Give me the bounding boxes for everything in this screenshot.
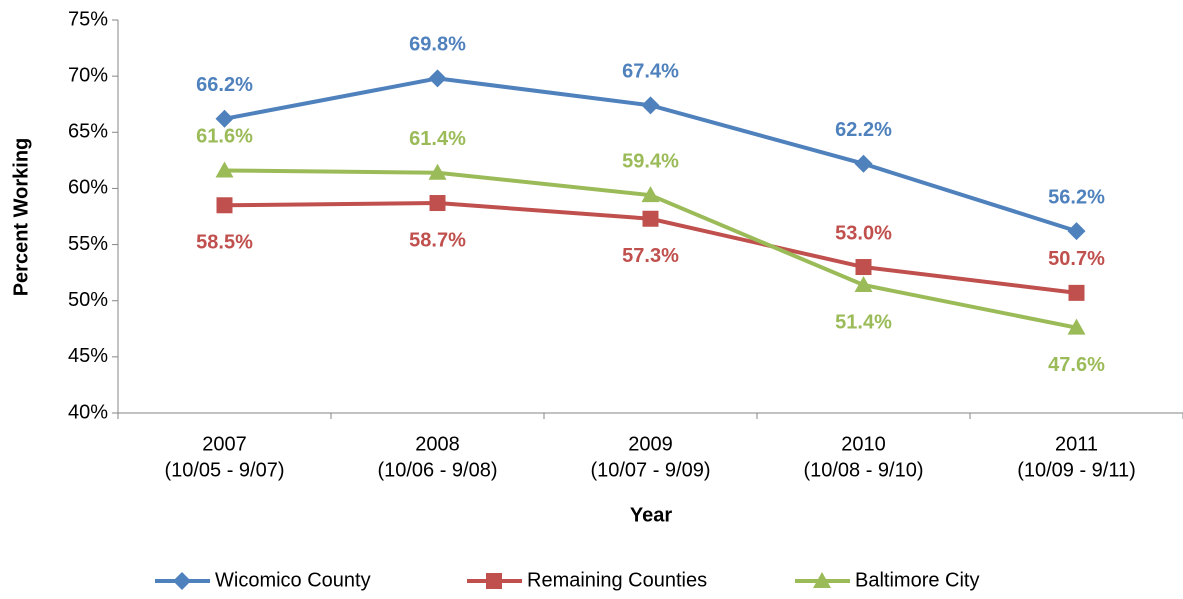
x-tick-label: 2010 xyxy=(841,433,886,455)
x-tick-label: (10/07 - 9/09) xyxy=(590,459,710,481)
x-tick-label: 2011 xyxy=(1055,433,1098,455)
x-tick-label: 2008 xyxy=(415,433,460,455)
value-label: 66.2% xyxy=(196,74,253,96)
point-marker xyxy=(428,69,447,88)
value-label: 62.2% xyxy=(835,119,892,141)
point-marker xyxy=(1068,284,1085,301)
y-axis-label: Percent Working xyxy=(10,138,32,297)
point-marker xyxy=(429,195,446,212)
x-tick-label: 2007 xyxy=(202,433,247,455)
y-tick-label: 70% xyxy=(68,64,108,86)
value-label: 61.4% xyxy=(409,128,466,150)
y-tick-label: 40% xyxy=(68,401,108,423)
x-tick-label: (10/09 - 9/11) xyxy=(1017,459,1136,481)
value-label: 61.6% xyxy=(196,126,253,148)
point-marker xyxy=(215,109,234,128)
legend-label: Wicomico County xyxy=(215,569,371,591)
value-label: 50.7% xyxy=(1048,248,1105,270)
value-label: 58.5% xyxy=(196,232,253,254)
y-tick-label: 75% xyxy=(68,8,108,30)
point-marker xyxy=(641,186,660,203)
x-tick-label: (10/06 - 9/08) xyxy=(377,459,497,481)
point-marker xyxy=(215,161,234,178)
value-label: 53.0% xyxy=(835,222,892,244)
point-marker xyxy=(854,275,873,292)
point-marker xyxy=(854,154,873,173)
legend-marker xyxy=(813,572,831,588)
point-marker xyxy=(642,210,659,227)
value-label: 59.4% xyxy=(622,150,679,172)
legend-marker xyxy=(173,572,191,590)
value-label: 51.4% xyxy=(835,311,892,333)
y-tick-label: 65% xyxy=(68,121,108,143)
legend-marker xyxy=(486,573,502,589)
point-marker xyxy=(428,163,447,180)
value-label: 56.2% xyxy=(1048,186,1105,208)
legend-label: Remaining Counties xyxy=(527,569,707,591)
point-marker xyxy=(216,197,233,214)
point-marker xyxy=(641,96,660,115)
point-marker xyxy=(855,259,872,276)
y-tick-label: 50% xyxy=(68,289,108,311)
value-label: 69.8% xyxy=(409,34,466,56)
x-axis-label: Year xyxy=(630,504,672,526)
point-marker xyxy=(1067,222,1086,241)
value-label: 57.3% xyxy=(622,245,679,267)
y-tick-label: 60% xyxy=(68,177,108,199)
value-label: 67.4% xyxy=(622,61,679,83)
x-tick-label: 2009 xyxy=(628,433,673,455)
x-tick-label: (10/05 - 9/07) xyxy=(164,459,284,481)
y-tick-label: 45% xyxy=(68,345,108,367)
value-label: 58.7% xyxy=(409,229,466,251)
legend-label: Baltimore City xyxy=(855,569,979,591)
y-tick-label: 55% xyxy=(68,233,108,255)
x-tick-label: (10/08 - 9/10) xyxy=(803,459,923,481)
value-label: 47.6% xyxy=(1048,354,1105,376)
point-marker xyxy=(1067,318,1086,335)
